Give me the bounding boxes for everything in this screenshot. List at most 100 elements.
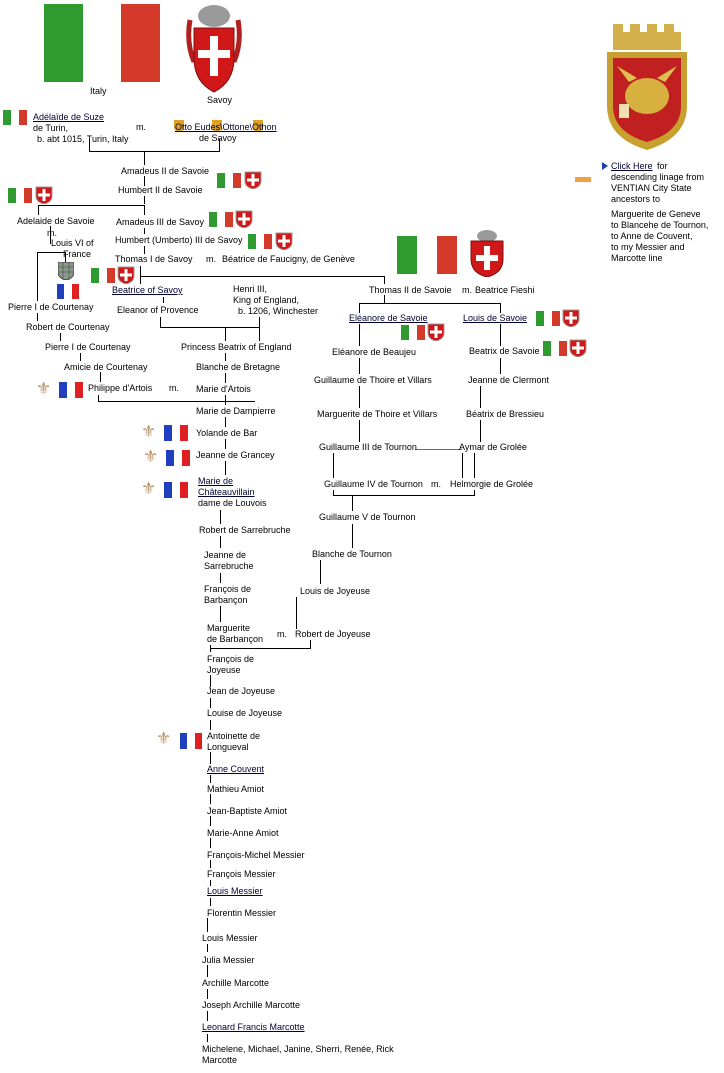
marriage-marker: m. (431, 479, 441, 489)
person-name[interactable]: Otto Eudes\Ottone\Othon (175, 122, 277, 132)
person-name[interactable]: Beatrice of Savoy (112, 285, 183, 295)
person-name: de Turin, (33, 123, 69, 133)
marriage-marker: m. (277, 629, 287, 639)
marriage-marker: m. (136, 122, 146, 132)
person-name: Antoinette de (207, 731, 261, 741)
person-name: Joyeuse (207, 665, 241, 675)
sidebar-text: descending linage from (611, 172, 705, 182)
click-here-link[interactable]: Click Here (611, 161, 653, 171)
person-name: Humbert II de Savoie (118, 185, 203, 195)
person-name: Jeanne de (204, 550, 247, 560)
venice-lion-shield-icon (607, 24, 687, 150)
marriage-marker: m. (169, 383, 179, 393)
france-flag-icon (180, 733, 202, 749)
italy-flag-icon (401, 325, 425, 340)
person-name: Marie de Dampierre (196, 406, 276, 416)
savoy-shield-icon (186, 5, 242, 93)
italy-flag-icon (536, 311, 560, 326)
sidebar-text: ancestors to (611, 194, 661, 204)
fleur-de-lis-icon: ⚜ (156, 729, 172, 749)
italy-flag-icon (248, 234, 272, 249)
person-name: Jean-Baptiste Amiot (207, 806, 288, 816)
person-name: Philippe d'Artois (88, 383, 153, 393)
italy-flag-icon (397, 236, 457, 274)
person-name: Pierre I de Courtenay (45, 342, 131, 352)
person-name: Robert de Joyeuse (295, 629, 371, 639)
fleur-de-lis-icon: ⚜ (141, 479, 157, 499)
person-name: Yolande de Bar (196, 428, 258, 438)
person-name: François de (207, 654, 255, 664)
person-name[interactable]: Anne Couvent (207, 764, 265, 774)
person-name: Louise de Joyeuse (207, 708, 283, 718)
savoy-shield-icon (569, 339, 587, 357)
person-name: Sarrebruche (204, 561, 254, 571)
person-name[interactable]: Leonard Francis Marcotte (202, 1022, 305, 1032)
person-name: Beatrix de Savoie (469, 346, 540, 356)
person-name: Longueval (207, 742, 249, 752)
person-name: Florentin Messier (207, 908, 277, 918)
sidebar-text: to Anne de Couvent, (611, 231, 693, 241)
savoy-shield-icon (174, 120, 184, 132)
italy-flag-icon (209, 212, 233, 227)
person-name: Helmorgie de Grolée (450, 479, 534, 489)
person-name: Louis VI of (51, 238, 94, 248)
person-name: Marie-Anne Amiot (207, 828, 279, 838)
person-name[interactable]: Adélaïde de Suze (33, 112, 105, 122)
person-name: Blanche de Bretagne (196, 362, 281, 372)
person-name: Marcotte (202, 1055, 238, 1065)
marriage-marker: m. (47, 228, 57, 238)
person-name[interactable]: Louis de Savoie (463, 313, 528, 323)
italy-flag-icon (8, 188, 32, 203)
person-name: Guillaume V de Tournon (319, 512, 416, 522)
person-name: Joseph Archille Marcotte (202, 1000, 301, 1010)
person-name: Louis de Joyeuse (300, 586, 371, 596)
person-name: Guillaume III de Tournon (319, 442, 417, 452)
person-name: Beatrice Fieshi (475, 285, 535, 295)
person-name: Marie d'Artois (196, 384, 251, 394)
triangle-bullet-icon (602, 162, 608, 170)
person-name: de Savoy (199, 133, 237, 143)
person-name: Guillaume de Thoire et Villars (314, 375, 432, 385)
person-name: Marguerite (207, 623, 251, 633)
person-name: Mathieu Amiot (207, 784, 265, 794)
person-name[interactable]: Eléanore de Savoie (349, 313, 428, 323)
person-name: dame de Louvois (198, 498, 267, 508)
person-name: Archille Marcotte (202, 978, 270, 988)
person-name: Barbançon (204, 595, 248, 605)
savoy-label: Savoy (207, 95, 233, 105)
person-name[interactable]: Châteauvillain (198, 487, 255, 497)
person-name: Humbert (Umberto) III de Savoy (115, 235, 243, 245)
person-name: Blanche de Tournon (312, 549, 392, 559)
person-name: Robert de Courtenay (26, 322, 110, 332)
france-flag-icon (59, 382, 83, 398)
person-name[interactable]: Marie de (198, 476, 234, 486)
orange-marker (575, 177, 591, 182)
savoy-shield-icon (253, 120, 263, 132)
sidebar-text: Marguerite de Geneve (611, 209, 701, 219)
person-name: Eléanore de Beaujeu (332, 347, 417, 357)
person-name: François Messier (207, 869, 276, 879)
savoy-shield-icon (212, 120, 222, 132)
person-name[interactable]: Louis Messier (207, 886, 263, 896)
person-name: Louis Messier (202, 933, 258, 943)
savoy-shield-icon (562, 309, 580, 327)
marriage-marker: m. (462, 285, 472, 295)
savoy-shield-icon (427, 323, 445, 341)
person-name: Julia Messier (202, 955, 255, 965)
savoy-shield-icon (275, 232, 293, 250)
person-name: Amadeus II de Savoie (121, 166, 210, 176)
person-name: François de (204, 584, 252, 594)
france-flag-icon (164, 425, 188, 441)
france-flag-icon (164, 482, 188, 498)
savoy-shield-icon (117, 266, 135, 284)
person-name: Thomas I de Savoy (115, 254, 193, 264)
marriage-marker: m. (206, 254, 216, 264)
person-name: François-Michel Messier (207, 850, 305, 860)
fleur-de-lis-icon: ⚜ (36, 379, 52, 399)
italy-flag-icon (543, 341, 567, 356)
person-name: Guillaume IV de Tournon (324, 479, 423, 489)
person-name: b. 1206, Winchester (238, 306, 319, 316)
person-name: Aymar de Grolée (459, 442, 527, 452)
person-name: Amadeus III de Savoy (116, 217, 205, 227)
